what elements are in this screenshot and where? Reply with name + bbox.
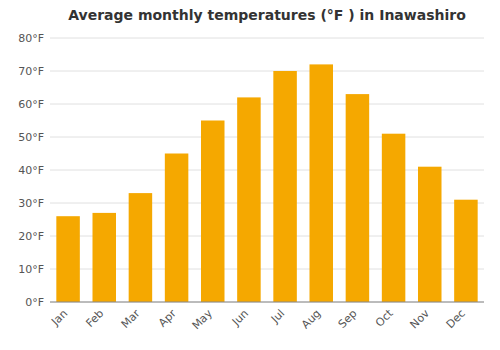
x-tick-label: Aug	[299, 307, 323, 331]
bar	[201, 121, 225, 303]
x-tick-label: Apr	[156, 307, 179, 330]
bar	[92, 213, 116, 302]
bar	[56, 216, 80, 302]
x-tick-label: Jun	[229, 307, 251, 329]
bar	[165, 154, 189, 303]
y-tick-label: 0°F	[25, 296, 44, 309]
grid-line	[50, 71, 484, 72]
bars	[56, 64, 477, 302]
bar	[382, 134, 406, 302]
y-tick-label: 60°F	[18, 98, 44, 111]
grid-line	[50, 104, 484, 105]
y-axis: 0°F 10°F 20°F 30°F 40°F 50°F 60°F 70°F 80°F	[18, 32, 44, 309]
y-tick-label: 10°F	[18, 263, 44, 276]
x-axis: Jan Feb Mar Apr May Jun Jul Aug Sep Oct Nov Dec	[48, 302, 484, 332]
bar	[346, 94, 370, 302]
x-tick-label: Nov	[407, 307, 432, 332]
page: {"chart_data": {"type": "bar", "title": …	[0, 0, 500, 350]
bar	[309, 64, 333, 302]
bar	[273, 71, 297, 302]
y-tick-label: 20°F	[18, 230, 44, 243]
chart-container: Average monthly temperatures (°F ) in In…	[0, 0, 500, 350]
x-tick-label: Sep	[336, 307, 360, 331]
chart-title: Average monthly temperatures (°F ) in In…	[68, 7, 466, 23]
x-tick-label: Jul	[268, 307, 287, 326]
bar	[418, 167, 442, 302]
bar	[454, 200, 478, 302]
x-tick-label: Dec	[444, 307, 468, 331]
x-tick-label: Feb	[83, 307, 106, 330]
x-tick-label: Mar	[119, 307, 143, 331]
y-tick-label: 50°F	[18, 131, 44, 144]
grid-line	[50, 137, 484, 138]
bar	[237, 97, 261, 302]
y-tick-label: 70°F	[18, 65, 44, 78]
grid-line	[50, 38, 484, 39]
x-axis-line	[50, 302, 484, 303]
x-tick-label: Oct	[373, 306, 396, 329]
grid-line	[50, 302, 484, 303]
y-tick-label: 30°F	[18, 197, 44, 210]
bar	[129, 193, 153, 302]
x-tick-label: May	[190, 307, 216, 333]
y-tick-label: 80°F	[18, 32, 44, 45]
grid	[50, 38, 484, 302]
x-tick-label: Jan	[48, 307, 70, 329]
chart-svg: Average monthly temperatures (°F ) in In…	[0, 0, 500, 350]
y-tick-label: 40°F	[18, 164, 44, 177]
